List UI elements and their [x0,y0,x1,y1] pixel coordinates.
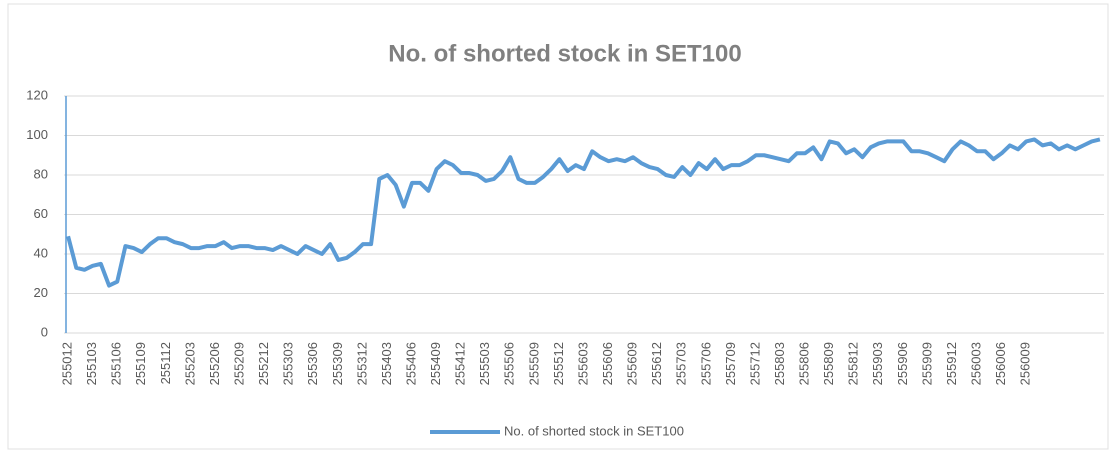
x-tick-label: 255709 [723,342,738,385]
y-tick-label: 60 [34,206,48,221]
x-tick-label: 255903 [870,342,885,385]
x-tick-label: 255906 [895,342,910,385]
x-tick-label: 255106 [109,342,124,385]
x-tick-label: 255812 [846,342,861,385]
x-tick-label: 255912 [944,342,959,385]
x-tick-label: 255012 [60,342,75,385]
x-tick-label: 255306 [305,342,320,385]
x-tick-label: 255412 [453,342,468,385]
x-tick-label: 256006 [993,342,1008,385]
x-tick-label: 255809 [821,342,836,385]
x-tick-label: 255509 [526,342,541,385]
y-tick-label: 0 [41,324,48,339]
x-tick-label: 255503 [477,342,492,385]
x-tick-label: 255506 [502,342,517,385]
x-tick-label: 255109 [133,342,148,385]
x-tick-label: 255212 [256,342,271,385]
x-tick-label: 255312 [354,342,369,385]
x-tick-label: 255209 [232,342,247,385]
chart: No. of shorted stock in SET100 0 20 40 60 80… [0,0,1113,453]
chart-title: No. of shorted stock in SET100 [388,40,741,67]
x-tick-label: 255409 [428,342,443,385]
x-tick-label: 255612 [649,342,664,385]
y-tick-label: 40 [34,245,48,260]
legend-label: No. of shorted stock in SET100 [504,423,684,438]
x-tick-label: 255103 [84,342,99,385]
x-tick-label: 255703 [674,342,689,385]
x-tick-label: 255112 [158,342,173,384]
y-tick-label: 120 [26,87,48,102]
y-tick-label: 100 [26,127,48,142]
x-tick-label: 255609 [625,342,640,385]
x-tick-label: 256009 [1018,342,1033,385]
x-tick-label: 255512 [551,342,566,385]
x-tick-label: 255206 [207,342,222,385]
x-tick-label: 255712 [747,342,762,385]
x-tick-label: 256003 [969,342,984,385]
x-tick-label: 255203 [182,342,197,385]
x-tick-label: 255303 [281,342,296,385]
x-tick-label: 255309 [330,342,345,385]
page: No. of shorted stock in SET100 0 20 40 60 80… [0,0,1113,453]
x-tick-label: 255606 [600,342,615,385]
x-tick-label: 255803 [772,342,787,385]
x-tick-label: 255806 [797,342,812,385]
x-tick-label: 255403 [379,342,394,385]
x-tick-label: 255909 [919,342,934,385]
y-tick-label: 80 [34,166,48,181]
x-tick-label: 255706 [698,342,713,385]
x-tick-label: 255406 [403,342,418,385]
x-tick-label: 255603 [575,342,590,385]
y-tick-label: 20 [34,285,48,300]
